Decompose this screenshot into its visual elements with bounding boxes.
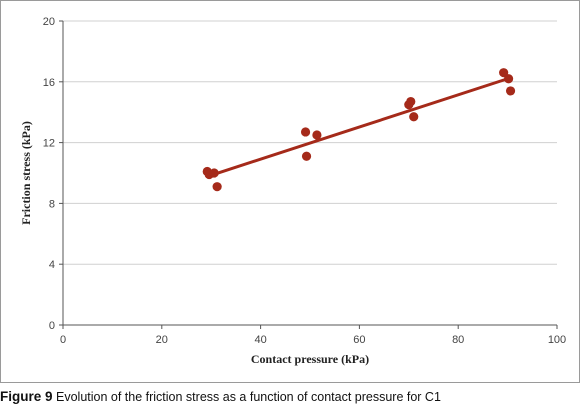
data-point-3: [212, 182, 222, 192]
figure-label: Figure 9: [0, 389, 53, 404]
trendline-group: [207, 77, 510, 178]
figure-caption-text: Evolution of the friction stress as a fu…: [56, 390, 441, 404]
x-tick-label-5: 100: [548, 334, 566, 346]
x-tick-labels: 0 20 40 60 80 100: [60, 334, 566, 346]
data-point-10: [499, 68, 509, 78]
y-tick-label-4: 16: [43, 77, 55, 89]
x-tick-label-3: 60: [353, 334, 365, 346]
x-tick-label-4: 80: [452, 334, 464, 346]
data-point-5: [301, 151, 312, 161]
data-point-12: [505, 86, 516, 96]
axes: [59, 20, 558, 329]
x-tick-label-1: 20: [156, 334, 168, 346]
x-tick-label-0: 0: [60, 334, 66, 346]
y-tick-labels: 0 4 8 12 16 20: [43, 16, 55, 332]
trendline: [207, 77, 510, 178]
scatter-chart: 0 4 8 12 16 20 0 20 40 60 80 100 Contact pressure …: [19, 16, 566, 366]
y-tick-label-5: 20: [43, 16, 55, 28]
y-tick-label-0: 0: [49, 320, 55, 332]
data-point-8: [406, 96, 416, 107]
x-tick-label-2: 40: [254, 334, 266, 346]
y-tick-label-3: 12: [43, 138, 55, 150]
data-point-2: [209, 168, 219, 178]
data-point-11: [503, 74, 514, 84]
y-tick-label-1: 4: [49, 259, 55, 271]
data-points: [202, 68, 516, 192]
chart-frame: 0 4 8 12 16 20 0 20 40 60 80 100 Contact pressure …: [0, 0, 580, 383]
x-axis-title: Contact pressure (kPa): [251, 352, 369, 366]
figure-caption: Figure 9 Evolution of the friction stres…: [0, 389, 580, 404]
data-point-6: [312, 130, 322, 140]
data-point-4: [300, 127, 311, 137]
y-tick-label-2: 8: [49, 198, 55, 210]
y-axis-title: Friction stress (kPa): [19, 121, 33, 225]
data-point-9: [409, 112, 419, 122]
